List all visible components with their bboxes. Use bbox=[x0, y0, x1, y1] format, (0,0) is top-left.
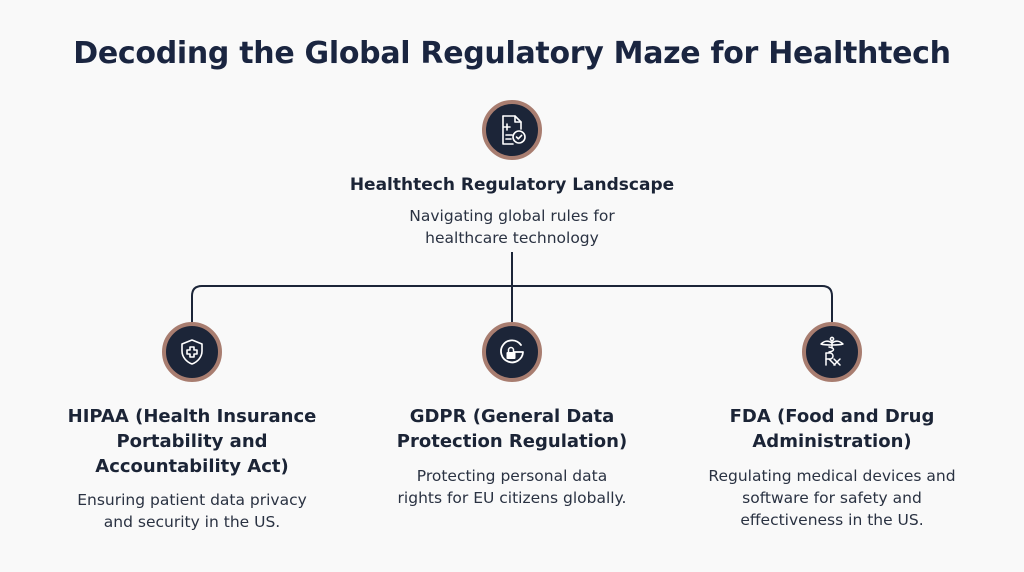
hipaa-description-line: and security in the US. bbox=[103, 513, 281, 531]
hipaa-title-line: Accountability Act) bbox=[95, 456, 289, 477]
branch-connector bbox=[191, 285, 833, 322]
fda-description-line: software for safety and bbox=[742, 489, 922, 507]
gdpr-description-line: rights for EU citizens globally. bbox=[397, 489, 627, 507]
gdpr-title-line: GDPR (General Data bbox=[409, 406, 615, 427]
page-title: Decoding the Global Regulatory Maze for … bbox=[73, 36, 951, 71]
gdpr-title-line: Protection Regulation) bbox=[396, 431, 628, 452]
hipaa-title: HIPAA (Health Insurance Portability and … bbox=[32, 404, 352, 479]
hipaa-description-line: Ensuring patient data privacy bbox=[77, 491, 307, 509]
root-title: Healthtech Regulatory Landscape bbox=[349, 175, 675, 195]
hipaa-title-line: HIPAA (Health Insurance bbox=[67, 406, 317, 427]
fda-description: Regulating medical devices and software … bbox=[672, 465, 992, 531]
caduceus-rx-icon bbox=[802, 322, 862, 382]
root-description-line: Navigating global rules for bbox=[409, 207, 615, 225]
fda-description-line: Regulating medical devices and bbox=[708, 467, 956, 485]
root-description: Navigating global rules for healthcare t… bbox=[362, 205, 662, 249]
fda-title-line: Administration) bbox=[752, 431, 912, 452]
shield-medical-cross-icon bbox=[162, 322, 222, 382]
fda-description-line: effectiveness in the US. bbox=[740, 511, 924, 529]
gdpr-title: GDPR (General Data Protection Regulation… bbox=[352, 404, 672, 454]
gdpr-description: Protecting personal data rights for EU c… bbox=[352, 465, 672, 509]
fda-title-line: FDA (Food and Drug bbox=[729, 406, 935, 427]
hipaa-description: Ensuring patient data privacy and securi… bbox=[32, 489, 352, 533]
gdpr-description-line: Protecting personal data bbox=[416, 467, 608, 485]
medical-document-check-icon bbox=[482, 100, 542, 160]
g-lock-icon bbox=[482, 322, 542, 382]
fda-title: FDA (Food and Drug Administration) bbox=[672, 404, 992, 454]
hipaa-title-line: Portability and bbox=[116, 431, 268, 452]
root-description-line: healthcare technology bbox=[425, 229, 599, 247]
